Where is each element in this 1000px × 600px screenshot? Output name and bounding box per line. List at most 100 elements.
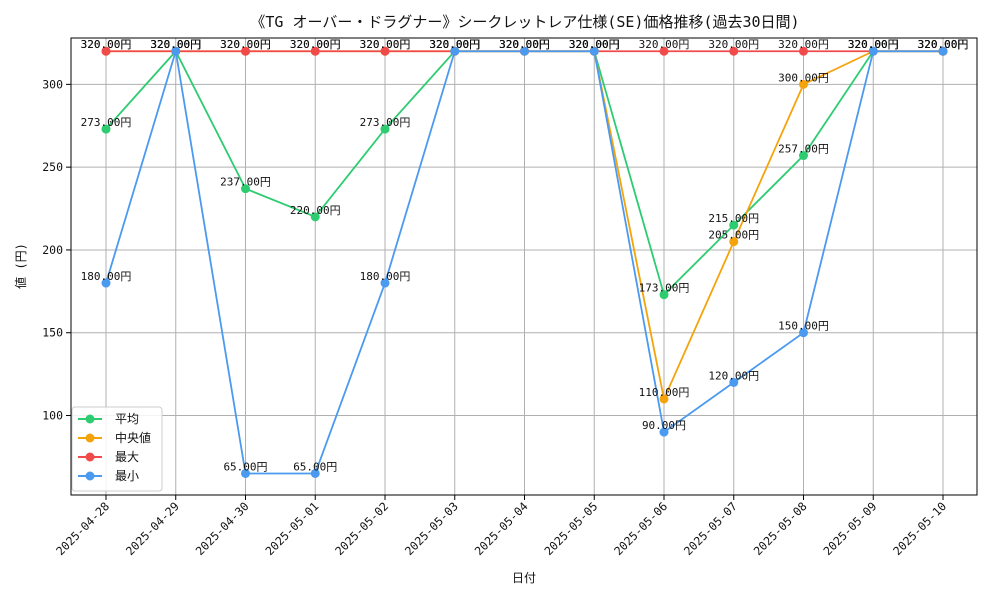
data-label: 320.00円	[150, 38, 201, 51]
data-point	[380, 278, 390, 288]
data-label: 273.00円	[81, 116, 132, 129]
x-tick-label: 2025-05-06	[611, 499, 670, 558]
data-label: 320.00円	[848, 38, 899, 51]
data-point	[171, 46, 181, 56]
data-label: 320.00円	[499, 38, 550, 51]
chart-title: 《TG オーバー・ドラグナー》シークレットレア仕様(SE)価格推移(過去30日間…	[250, 13, 799, 31]
data-label: 300.00円	[778, 71, 829, 84]
data-point	[729, 46, 739, 56]
x-tick-label: 2025-05-10	[890, 499, 949, 558]
data-label: 320.00円	[290, 38, 341, 51]
data-point	[241, 46, 250, 56]
x-tick-label: 2025-05-05	[542, 499, 601, 558]
data-label: 320.00円	[918, 38, 969, 51]
data-label: 65.00円	[293, 460, 337, 473]
y-axis-ticks: 100 150 200 250 300	[42, 77, 71, 423]
data-point	[380, 124, 390, 134]
data-point	[659, 46, 669, 56]
data-label: 320.00円	[150, 38, 201, 51]
grid-lines	[71, 38, 977, 495]
data-label: 320.00円	[429, 38, 480, 51]
data-label: 320.00円	[220, 38, 271, 51]
legend-marker	[85, 471, 95, 481]
data-label: 180.00円	[81, 270, 132, 283]
data-point	[729, 237, 739, 247]
data-label: 320.00円	[569, 38, 620, 51]
data-point	[241, 468, 250, 478]
data-label: 180.00円	[360, 270, 411, 283]
y-tick-label: 150	[42, 326, 63, 340]
data-label: 320.00円	[499, 38, 550, 51]
y-tick-label: 100	[42, 409, 63, 423]
data-point	[938, 46, 948, 56]
data-point	[520, 46, 529, 56]
data-label: 320.00円	[429, 38, 480, 51]
data-label: 320.00円	[569, 38, 620, 51]
x-tick-label: 2025-05-02	[332, 499, 391, 558]
data-point	[868, 46, 878, 56]
data-point	[799, 328, 808, 338]
data-label: 320.00円	[360, 38, 411, 51]
data-label: 150.00円	[778, 320, 829, 333]
x-axis-ticks: 2025-04-28 2025-04-29 2025-04-30 2025-05-01…	[53, 495, 949, 558]
x-tick-label: 2025-05-09	[821, 499, 880, 558]
data-label: 320.00円	[150, 38, 201, 51]
data-label: 320.00円	[918, 38, 969, 51]
data-label: 320.00円	[639, 38, 690, 51]
data-label: 320.00円	[848, 38, 899, 51]
data-point	[799, 151, 808, 161]
x-tick-label: 2025-05-01	[263, 499, 322, 558]
x-tick-label: 2025-04-30	[193, 499, 252, 558]
data-point	[659, 290, 669, 300]
y-tick-label: 200	[42, 243, 63, 257]
data-point	[310, 468, 320, 478]
x-tick-label: 2025-05-03	[402, 499, 461, 558]
legend-label: 最大	[115, 450, 139, 464]
data-label: 320.00円	[569, 38, 620, 51]
data-point	[729, 377, 739, 387]
legend-box	[71, 406, 163, 492]
data-label: 320.00円	[708, 38, 759, 51]
data-point	[101, 278, 111, 288]
data-point	[589, 46, 599, 56]
data-label: 320.00円	[220, 38, 271, 51]
data-label: 320.00円	[848, 38, 899, 51]
y-tick-label: 250	[42, 160, 63, 174]
data-label: 320.00円	[81, 38, 132, 51]
data-label: 320.00円	[360, 38, 411, 51]
y-tick-label: 300	[42, 77, 63, 91]
legend-label: 中央値	[115, 430, 151, 445]
data-point	[310, 212, 320, 222]
data-point	[799, 46, 808, 56]
data-label: 120.00円	[708, 369, 759, 382]
data-label: 237.00円	[220, 176, 271, 189]
legend-marker	[85, 452, 95, 462]
legend-label: 平均	[115, 412, 139, 426]
x-tick-label: 2025-05-08	[751, 499, 810, 558]
data-label: 320.00円	[429, 38, 480, 51]
data-label: 257.00円	[778, 143, 829, 156]
data-point	[310, 46, 320, 56]
data-point	[380, 46, 390, 56]
y-axis-label: 値 (円)	[13, 243, 28, 289]
data-label: 320.00円	[918, 38, 969, 51]
data-point	[659, 394, 669, 404]
legend-marker	[85, 414, 95, 424]
data-label: 90.00円	[642, 419, 686, 432]
data-label: 205.00円	[708, 229, 759, 242]
data-label: 320.00円	[499, 38, 550, 51]
data-label: 320.00円	[918, 38, 969, 51]
data-point	[799, 79, 808, 89]
legend-label: 最小	[115, 469, 139, 483]
data-point	[450, 46, 460, 56]
x-axis-label: 日付	[512, 571, 536, 585]
data-label: 273.00円	[360, 116, 411, 129]
data-label: 320.00円	[499, 38, 550, 51]
x-tick-label: 2025-04-28	[53, 499, 112, 558]
data-labels: 273.00円 320.00円 237.00円 220.00円 273.00円 320.0…	[81, 38, 969, 473]
data-label: 320.00円	[848, 38, 899, 51]
data-point	[101, 46, 111, 56]
x-tick-label: 2025-05-04	[472, 499, 531, 558]
data-label: 220.00円	[290, 204, 341, 217]
